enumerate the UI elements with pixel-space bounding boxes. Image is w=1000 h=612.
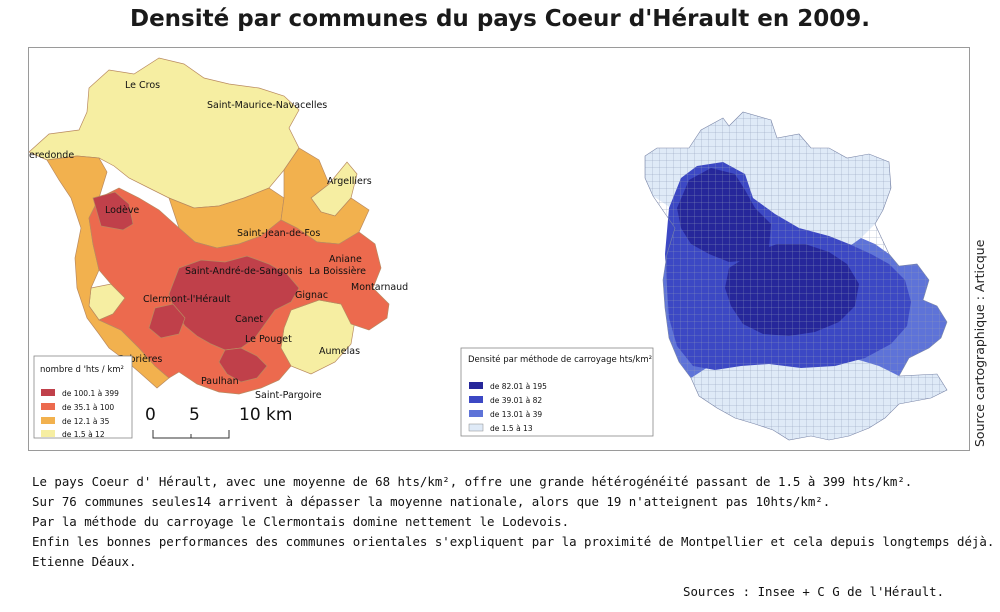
commune-legend-swatch xyxy=(41,417,55,424)
label-la-boissiere: La Boissière xyxy=(309,266,366,277)
commune-legend-label: de 35.1 à 100 xyxy=(62,403,114,412)
commentary-line: Par la méthode du carroyage le Clermonta… xyxy=(32,514,570,529)
author-line: Etienne Déaux. xyxy=(32,554,137,569)
commune-legend: nombre d 'hts / km² de 100.1 à 399 de 35… xyxy=(33,355,133,439)
grid-cells-overlay xyxy=(644,111,948,441)
scale-label-10km: 10 km xyxy=(239,405,292,425)
commune-legend-title: nombre d 'hts / km² xyxy=(40,365,124,375)
grid-legend-label: de 39.01 à 82 xyxy=(490,396,542,405)
label-argelliers: Argelliers xyxy=(327,176,372,187)
commentary-line: Sur 76 communes seules14 arrivent à dépa… xyxy=(32,494,831,509)
commune-legend-frame xyxy=(33,355,133,439)
scale-label-0: 0 xyxy=(145,405,156,425)
label-saint-maurice-navacelles: Saint-Maurice-Navacelles xyxy=(207,100,327,111)
sources-footer: Sources : Insee + C G de l'Hérault. xyxy=(683,584,945,599)
commune-legend-label: de 1.5 à 12 xyxy=(62,430,105,439)
grid-legend-swatch xyxy=(469,382,483,389)
scale-label-5: 5 xyxy=(189,405,200,425)
grid-legend-label: de 82.01 à 195 xyxy=(490,382,547,391)
map-title: Densité par communes du pays Coeur d'Hér… xyxy=(129,6,870,32)
scale-bar: 0 5 10 km xyxy=(145,405,292,439)
grid-legend: Densité par méthode de carroyage hts/km²… xyxy=(460,347,654,437)
label-aniane: Aniane xyxy=(329,254,362,265)
label-aumelas: Aumelas xyxy=(319,346,360,357)
commune-zone-high xyxy=(168,255,300,351)
grid-legend-swatch xyxy=(469,396,483,403)
grid-legend-frame xyxy=(460,347,654,437)
label-le-cros: Le Cros xyxy=(125,80,160,91)
commentary-line: Le pays Coeur d' Hérault, avec une moyen… xyxy=(32,474,913,489)
commune-zone-high xyxy=(148,303,186,339)
commune-legend-label: de 12.1 à 35 xyxy=(62,417,110,426)
commune-legend-swatch xyxy=(41,389,55,396)
label-saint-jean-de-fos: Saint-Jean-de-Fos xyxy=(237,228,320,239)
map-frame: Le Cros Saint-Maurice-Navacelles Roquere… xyxy=(28,47,970,451)
grid-legend-title: Densité par méthode de carroyage hts/km² xyxy=(468,354,652,365)
label-le-pouget: Le Pouget xyxy=(245,334,292,345)
commune-legend-swatch xyxy=(41,430,55,437)
commune-legend-label: de 100.1 à 399 xyxy=(62,389,119,398)
maps-canvas: Le Cros Saint-Maurice-Navacelles Roquere… xyxy=(29,57,948,441)
label-canet: Canet xyxy=(235,314,263,325)
grid-legend-swatch xyxy=(469,410,483,417)
scale-bar-line xyxy=(152,430,230,439)
commune-zone-high xyxy=(218,347,268,383)
cartographic-source: Source cartographique : Articque xyxy=(972,239,987,447)
label-clermont-l-herault: Clermont-l'Hérault xyxy=(143,294,231,305)
grid-legend-label: de 13.01 à 39 xyxy=(490,410,542,419)
label-roqueredonde: Roqueredonde xyxy=(29,150,74,161)
grid-legend-label: de 1.5 à 13 xyxy=(490,424,533,433)
label-montarnaud: Montarnaud xyxy=(351,282,408,293)
commune-legend-swatch xyxy=(41,403,55,410)
label-cabrieres: Cabrières xyxy=(117,354,162,365)
commune-choropleth xyxy=(29,57,390,395)
grid-density-map xyxy=(644,111,948,441)
label-lodeve: Lodève xyxy=(105,205,139,216)
label-saint-pargoire: Saint-Pargoire xyxy=(255,390,322,401)
commentary-line: Enfin les bonnes performances des commun… xyxy=(32,534,995,549)
commune-zone-high xyxy=(92,191,134,231)
commune-labels: Le Cros Saint-Maurice-Navacelles Roquere… xyxy=(29,80,408,401)
label-gignac: Gignac xyxy=(295,290,328,301)
commune-zone-low xyxy=(280,299,356,375)
label-paulhan: Paulhan xyxy=(201,376,239,387)
commentary-text: Le pays Coeur d' Hérault, avec une moyen… xyxy=(32,472,995,572)
label-saint-andre-de-sangonis: Saint-André-de-Sangonis xyxy=(185,266,303,277)
grid-legend-swatch xyxy=(468,423,484,432)
